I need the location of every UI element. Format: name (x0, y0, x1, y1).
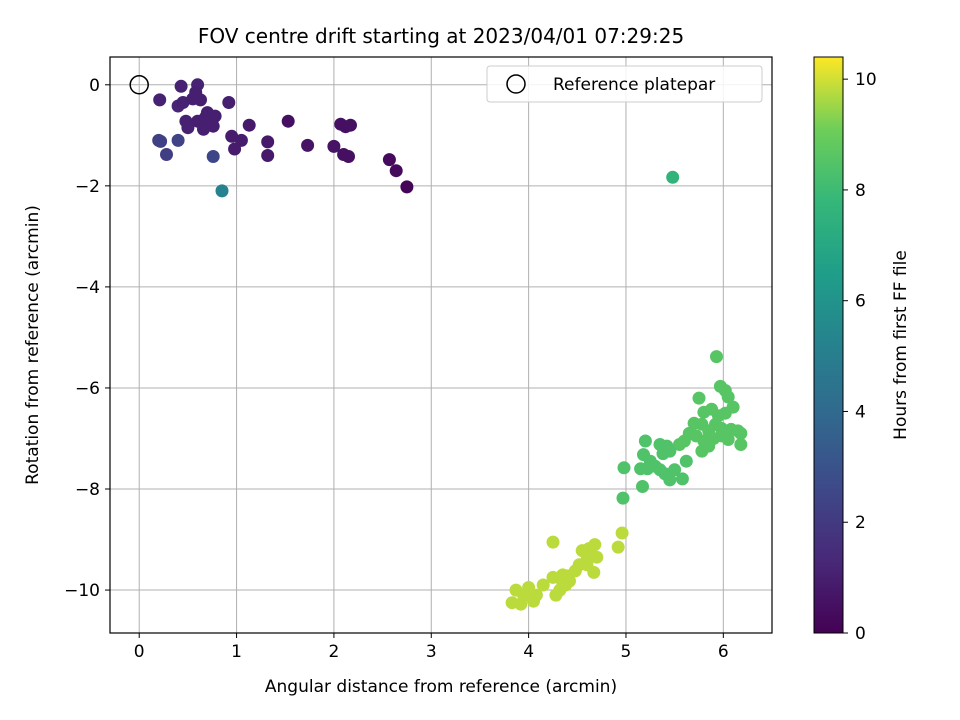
colorbar-tick-label: 0 (855, 624, 866, 644)
x-tick-label: 0 (134, 642, 145, 662)
data-point (389, 164, 403, 178)
data-point (382, 153, 396, 167)
data-point (281, 114, 295, 128)
x-tick-label: 5 (621, 642, 632, 662)
y-tick-label: 0 (89, 76, 100, 96)
x-tick-label: 4 (523, 642, 534, 662)
colorbar-tick-label: 8 (855, 181, 866, 201)
data-point (718, 406, 732, 420)
data-point (206, 150, 220, 163)
y-tick-label: −4 (75, 278, 100, 298)
data-point (527, 594, 540, 608)
x-tick-label: 1 (231, 642, 242, 662)
data-point (181, 121, 195, 135)
data-point (171, 133, 185, 147)
data-point (514, 597, 528, 611)
data-point (734, 438, 748, 451)
plot-gridlines (110, 57, 772, 633)
data-point (692, 391, 706, 405)
data-point (400, 180, 414, 194)
data-point (734, 426, 748, 440)
data-point (721, 433, 735, 446)
colorbar-tick-label: 6 (855, 292, 866, 312)
data-point (234, 133, 248, 147)
data-point (174, 79, 188, 93)
y-tick-label: −6 (75, 379, 100, 399)
data-point (215, 184, 229, 198)
data-point (242, 118, 256, 132)
data-point (663, 444, 677, 458)
data-point (160, 148, 173, 161)
data-point (721, 390, 735, 404)
data-point (327, 139, 341, 153)
y-axis-ticks: 0 −2 −4 −6 −8 −10 (64, 76, 110, 601)
x-tick-label: 3 (426, 642, 437, 662)
data-point (695, 444, 709, 458)
legend-reference-label: Reference platepar (553, 75, 715, 95)
data-point (556, 576, 570, 589)
y-tick-label: −8 (75, 480, 100, 500)
data-point (301, 138, 315, 152)
data-point (668, 463, 682, 477)
data-point (344, 118, 357, 132)
data-point (615, 526, 629, 540)
x-axis-label: Angular distance from reference (arcmin) (265, 677, 617, 697)
data-point (549, 588, 563, 602)
data-point (636, 480, 649, 493)
x-tick-label: 6 (718, 642, 729, 662)
data-point (261, 149, 275, 162)
data-point (710, 350, 723, 364)
colorbar-label: Hours from first FF file (891, 250, 911, 440)
data-point (536, 578, 550, 592)
data-point (176, 96, 190, 109)
chart-title: FOV centre drift starting at 2023/04/01 … (198, 24, 684, 48)
legend: Reference platepar (486, 65, 763, 103)
data-point (153, 93, 167, 107)
data-point (261, 135, 275, 149)
data-point (673, 438, 686, 451)
data-point (640, 462, 654, 476)
colorbar-tick-label: 2 (855, 513, 866, 533)
data-point (663, 473, 677, 487)
x-tick-label: 2 (328, 642, 339, 662)
legend-reference-icon (506, 74, 526, 94)
data-point (206, 119, 220, 133)
legend-box (486, 65, 763, 103)
colorbar-tick-label: 4 (855, 402, 866, 422)
reference-platepar-marker (129, 75, 149, 95)
data-point (154, 134, 168, 148)
y-tick-label: −10 (64, 581, 100, 601)
data-point (342, 150, 355, 163)
data-point (666, 170, 680, 184)
data-point (546, 570, 560, 584)
data-point (208, 109, 222, 123)
data-point (611, 540, 625, 554)
data-point (546, 535, 560, 549)
plot-area-frame (109, 56, 773, 634)
colorbar (813, 56, 844, 634)
data-point (222, 96, 236, 109)
data-point (225, 129, 239, 143)
data-point (590, 550, 604, 564)
data-point (616, 491, 630, 505)
data-point (638, 434, 652, 448)
data-point (194, 93, 207, 107)
data-point (587, 565, 601, 579)
colorbar-tick-label: 10 (855, 70, 877, 90)
x-axis-ticks: 0 1 2 3 4 5 6 (134, 633, 729, 662)
y-tick-label: −2 (75, 177, 100, 197)
data-point (679, 454, 693, 468)
y-axis-label: Rotation from reference (arcmin) (23, 205, 43, 485)
data-points (152, 78, 748, 611)
data-point (675, 472, 689, 486)
colorbar-ticks: 0 2 4 6 8 10 (843, 70, 877, 644)
data-point (714, 421, 728, 435)
data-point (617, 461, 631, 475)
